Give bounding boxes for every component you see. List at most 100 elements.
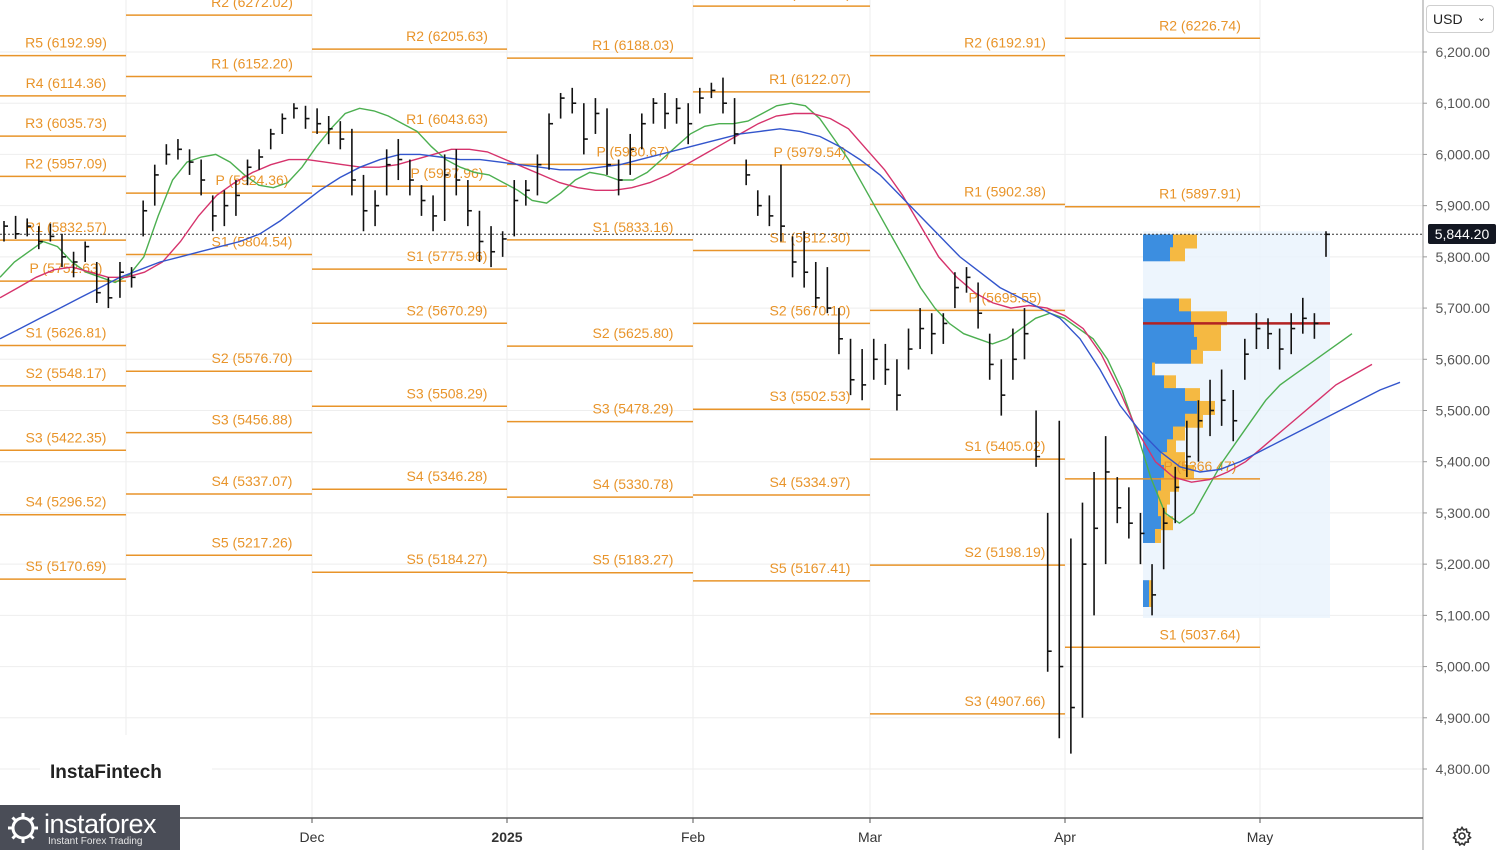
y-tick-label: 5,500.00 [1436, 403, 1491, 419]
ohlc-bar [1267, 318, 1273, 350]
ohlc-bar [710, 82, 716, 99]
volume-sell-bar [1149, 592, 1152, 607]
pivot-levels: R5 (6192.99) R4 (6114.36) R3 (6035.73) R2 (… [0, 0, 1423, 715]
pivot-label: R1 (5832.57) [25, 219, 107, 235]
ohlc-bar [1162, 507, 1168, 570]
pivot-label: S4 (5337.07) [212, 473, 293, 489]
x-tick-label: May [1247, 829, 1273, 845]
ohlc-bar [153, 164, 159, 206]
ohlc-bar [61, 233, 66, 268]
ohlc-bar [1000, 359, 1006, 416]
volume-sell-bar [1179, 298, 1191, 313]
ohlc-bar [14, 215, 20, 239]
pivot-label: S1 (5812.30) [770, 230, 851, 246]
volume-sell-bar [1170, 247, 1185, 262]
ohlc-bar [930, 313, 936, 355]
ohlc-bar [675, 98, 681, 124]
volume-buy-bar [1143, 336, 1197, 351]
ohlc-bar [490, 226, 496, 268]
ohlc-bar [26, 218, 32, 237]
ohlc-bar [1278, 328, 1284, 370]
y-tick-label: 6,000.00 [1436, 146, 1491, 162]
brand-panel [40, 735, 212, 809]
pivot-label: R1 (5902.38) [964, 183, 1046, 199]
ohlc-bar [409, 159, 414, 196]
pivot-label: S2 (5548.17) [26, 365, 107, 381]
x-tick-label: Apr [1054, 829, 1076, 845]
volume-buy-bar [1143, 388, 1185, 403]
ohlc-bar [1325, 231, 1330, 257]
pivot-label: S4 (5334.97) [770, 474, 851, 490]
volume-sell-bar [1194, 324, 1221, 339]
pivot-label: R4 (6114.36) [26, 75, 107, 91]
ohlc-bar [37, 226, 43, 250]
y-tick-label: 5,300.00 [1436, 505, 1491, 521]
pivot-label: S5 (5184.27) [407, 551, 488, 567]
volume-sell-bar [1167, 439, 1176, 454]
y-tick-label: 4,800.00 [1436, 761, 1491, 777]
ohlc-bar [1232, 390, 1238, 442]
ohlc-bar [142, 200, 148, 237]
ohlc-bar [780, 164, 785, 242]
ohlc-bar [768, 195, 774, 227]
volume-sell-bar [1173, 426, 1185, 441]
pivot-label: R1 (6043.63) [406, 111, 488, 127]
y-tick-label: 5,800.00 [1436, 249, 1491, 265]
ohlc-bar [200, 159, 206, 196]
ohlc-bar [72, 251, 78, 278]
ohlc-bar [49, 223, 55, 242]
ohlc-bar [1058, 420, 1064, 739]
volume-buy-bar [1143, 234, 1173, 249]
y-tick-label: 5,600.00 [1436, 351, 1491, 367]
ohlc-bar [374, 190, 380, 227]
settings-icon[interactable] [1452, 826, 1472, 846]
volume-sell-bar [1161, 452, 1185, 467]
ohlc-bar [1186, 420, 1191, 478]
x-tick-label: Mar [858, 829, 882, 845]
volume-buy-bar [1143, 362, 1152, 377]
pivot-label: S4 (5346.28) [407, 468, 488, 484]
y-tick-label: 5,700.00 [1436, 300, 1491, 316]
ohlc-bar [1046, 512, 1052, 672]
pivot-label: S2 (5576.70) [212, 350, 293, 366]
ohlc-bar [119, 261, 124, 298]
volume-buy-bar [1143, 413, 1185, 428]
volume-buy-bar [1143, 349, 1191, 364]
volume-sell-bar [1161, 477, 1179, 492]
ohlc-bar [478, 210, 484, 262]
ohlc-bar [211, 195, 217, 232]
ohlc-bar [269, 128, 275, 150]
volume-buy-bar [1143, 490, 1158, 505]
logo-name: instaforex [44, 809, 157, 839]
logo-tagline: Instant Forex Trading [48, 836, 143, 847]
ohlc-bar [861, 349, 867, 401]
ohlc-bar [1244, 338, 1249, 380]
pivot-label: R1 (6152.20) [211, 55, 293, 71]
x-tick-label: Dec [300, 829, 325, 845]
pivot-label: S5 (5167.41) [770, 560, 851, 576]
volume-buy-bar [1143, 580, 1149, 595]
y-tick-label: 5,900.00 [1436, 198, 1491, 214]
ohlc-bar [872, 338, 878, 380]
volume-sell-bar [1149, 580, 1152, 595]
pivot-label: S5 (5217.26) [212, 534, 293, 550]
pivot-label: S2 (5670.10) [770, 302, 851, 318]
ohlc-bar [3, 221, 8, 242]
volume-buy-bar [1143, 400, 1197, 415]
ohlc-bar [988, 333, 994, 380]
ohlc-bar [1290, 313, 1296, 355]
pivot-label: P (5695.55) [969, 289, 1042, 305]
currency-select[interactable]: USD ⌄ [1426, 5, 1494, 33]
ohlc-bar [606, 108, 612, 175]
pivot-label: S2 (5625.80) [593, 325, 674, 341]
volume-sell-bar [1197, 336, 1221, 351]
ohlc-bar [1255, 313, 1261, 350]
pivot-label: S3 (5502.53) [770, 388, 851, 404]
volume-sell-bar [1164, 375, 1176, 390]
x-tick-label: Feb [681, 829, 705, 845]
ohlc-bar [385, 149, 391, 196]
ohlc-bar [884, 343, 890, 385]
ohlc-bar [664, 92, 669, 129]
pivot-label: R2 (5957.09) [25, 155, 107, 171]
